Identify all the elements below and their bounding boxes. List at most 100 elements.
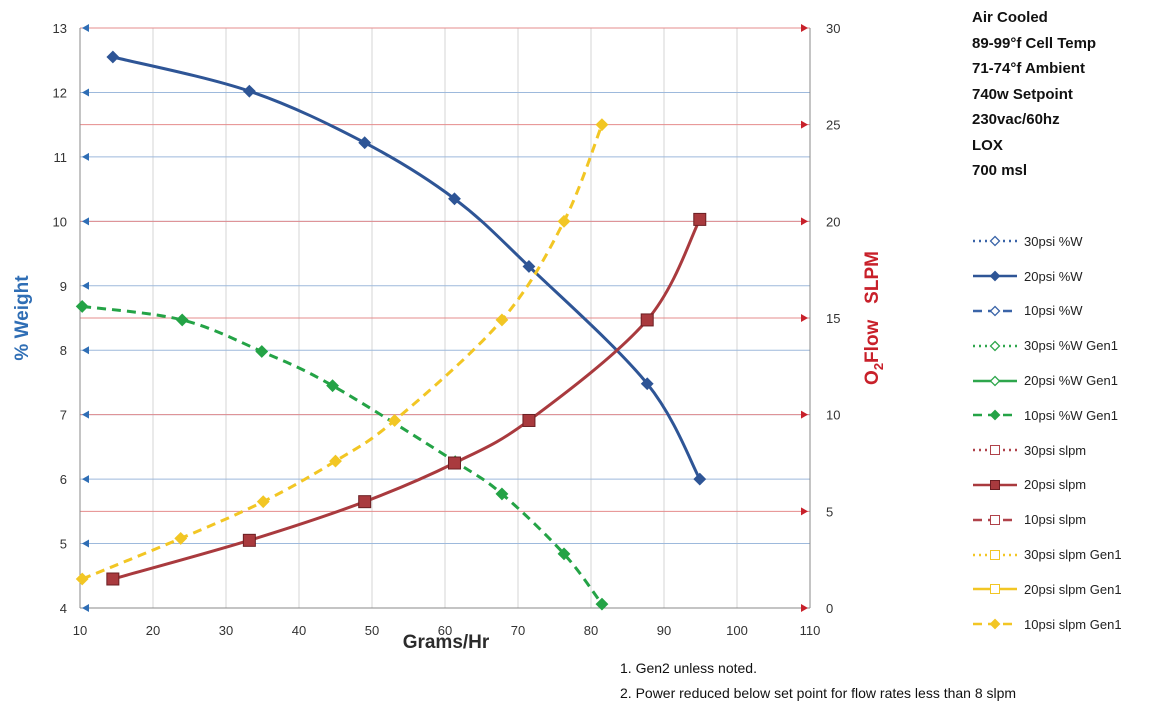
data-point-10psi-pctw-gen1 [495,487,509,501]
left-tick-label: 4 [60,601,67,616]
left-tick-label: 5 [60,537,67,552]
legend-swatch-marker [989,235,1001,247]
data-point-20psi-slpm [242,533,256,547]
series-20psi-pctw [106,50,707,486]
legend-swatch-marker [990,584,1000,595]
data-point-20psi-slpm [522,413,536,427]
legend-label: 10psi slpm Gen1 [1024,616,1122,632]
x-tick-label: 60 [438,623,452,638]
legend-swatch-marker [989,340,1001,352]
footnote-2: 2. Power reduced below set point for flo… [620,685,1017,701]
legend: 30psi %W 20psi %W 10psi %W 30psi %W Gen1 20p… [972,224,1122,642]
data-point-20psi-pctw [640,377,654,391]
data-point-10psi-slpm-gen1 [595,118,609,132]
condition-cooling: Air Cooled [972,9,1048,26]
left-tick-label: 10 [53,214,67,229]
axes: 10 20 30 40 50 60 70 80 90 100 110 4 5 6 7 8 9 10 11 12 13 0 5… [53,21,841,638]
legend-label: 30psi slpm Gen1 [1024,547,1122,563]
data-point-20psi-pctw [242,84,256,98]
left-tick-label: 9 [60,279,67,294]
legend-label: 20psi slpm [1024,477,1087,493]
left-tick-marker [82,346,89,355]
left-tick-marker [82,410,89,419]
x-tick-label: 20 [146,623,160,638]
x-tick-label: 30 [219,623,233,638]
right-tick-label: 10 [826,408,840,423]
legend-label: 30psi %W [1024,233,1083,249]
right-tick-marker [801,410,808,419]
legend-item: 20psi %W Gen1 [972,363,1122,398]
grid [79,27,811,609]
legend-label: 20psi %W Gen1 [1024,373,1118,389]
left-tick-label: 12 [53,85,67,100]
left-tick-marker [82,88,89,97]
right-tick-label: 20 [826,214,840,229]
right-tick-marker [801,24,808,32]
data-point-10psi-pctw-gen1 [255,345,269,358]
legend-swatch [973,340,1017,352]
footnote-1: 1. Gen2 unless noted. [620,660,757,676]
legend-item: 30psi %W [972,224,1122,259]
legend-item: 20psi slpm [972,468,1122,503]
series-10psi-slpm-gen1 [75,118,609,586]
left-tick-marker [82,24,89,32]
left-tick-label: 8 [60,343,67,358]
left-tick-marker [82,281,89,290]
legend-swatch-marker [990,445,1000,456]
data-point-20psi-slpm [106,572,120,586]
series-line-20psi-slpm [112,218,702,581]
left-tick-marker [82,604,89,612]
data-point-20psi-pctw [522,260,536,273]
right-axis-label-sub: 2 [871,363,886,370]
right-axis-label-suffix: Flow SLPM [862,251,883,363]
data-point-10psi-slpm-gen1 [256,495,270,509]
data-point-20psi-pctw [448,192,461,206]
legend-item: 30psi slpm Gen1 [972,537,1122,572]
data-point-10psi-pctw-gen1 [595,597,609,611]
legend-swatch-marker [990,549,1000,560]
legend-swatch-marker [990,479,1000,490]
legend-swatch [973,270,1017,282]
legend-item: 20psi slpm Gen1 [972,572,1122,607]
legend-swatch-marker [989,305,1001,317]
legend-swatch-marker [989,375,1001,386]
legend-swatch [973,618,1017,630]
condition-cell-temp: 89-99°f Cell Temp [972,34,1097,52]
legend-item: 10psi %W [972,294,1122,329]
right-tick-marker [801,314,808,322]
condition-altitude: 700 msl [972,162,1028,179]
condition-oxygen-source: LOX [972,136,1003,154]
legend-item: 30psi %W Gen1 [972,328,1122,363]
data-point-10psi-slpm-gen1 [329,454,342,468]
x-tick-label: 90 [657,623,671,638]
legend-swatch [973,235,1017,247]
data-point-20psi-pctw [358,136,372,150]
left-tick-label: 7 [60,408,67,423]
series-line-10psi-pctw-gen1 [81,304,604,606]
right-axis-label: O2Flow SLPM [862,251,886,385]
data-point-10psi-pctw-gen1 [75,299,89,313]
x-tick-label: 50 [365,623,379,638]
data-point-20psi-slpm [358,495,372,509]
x-axis-label: Grams/Hr [403,632,490,653]
data-point-20psi-slpm [447,456,461,470]
legend-swatch [973,549,1017,560]
data-point-10psi-slpm-gen1 [174,531,188,545]
right-tick-label: 0 [826,601,833,616]
series-20psi-slpm [106,212,707,586]
legend-swatch-marker [989,618,1001,630]
data-point-10psi-slpm-gen1 [388,414,402,427]
series [75,50,707,611]
series-line-10psi-slpm-gen1 [81,124,604,581]
right-tick-marker [801,120,808,129]
data-point-10psi-slpm-gen1 [557,214,571,228]
legend-swatch [973,375,1017,386]
condition-power: 230vac/60hz [972,111,1060,128]
data-point-20psi-pctw [693,472,707,486]
left-tick-marker [82,475,89,484]
test-conditions: Air Cooled 89-99°f Cell Temp 71-74°f Amb… [972,5,1096,184]
x-tick-label: 110 [800,623,821,638]
legend-label: 20psi %W [1024,268,1083,284]
condition-setpoint: 740w Setpoint [972,85,1073,103]
